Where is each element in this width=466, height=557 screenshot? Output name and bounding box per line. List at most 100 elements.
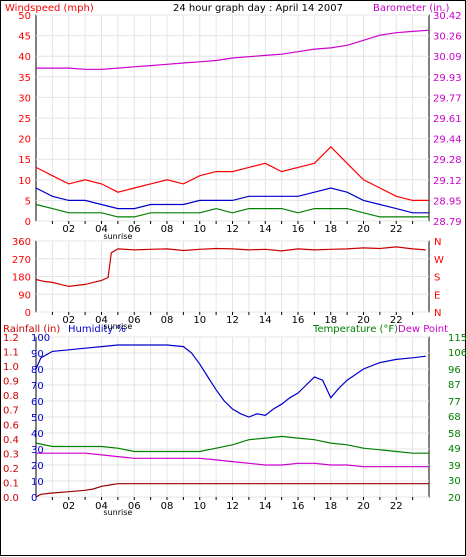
rainfall-axis-label: Rainfall (in) [3,324,60,335]
wind-tick-label: 50 [18,11,31,22]
barometer-tick-label: 30.09 [433,52,462,63]
hour-tick-label: 06 [128,224,141,235]
hour-tick-label: 06 [128,501,141,512]
barometer-tick-label: 28.95 [433,196,462,207]
hour-tick-label: 06 [128,315,141,326]
humidity-tick-label: 20 [31,461,44,472]
barometer-tick-label: 29.28 [433,155,462,166]
sunrise-label: sunrise [103,508,132,517]
hour-tick-label: 20 [357,501,370,512]
rain-tick-label: 0.2 [3,464,19,475]
hour-tick-label: 12 [226,501,239,512]
hour-tick-label: 22 [390,501,403,512]
hour-tick-label: 02 [62,501,75,512]
hum-series-line [35,344,426,418]
compass-tick-label: N [434,308,441,319]
humidity-tick-label: 30 [31,445,44,456]
wind-tick-label: 15 [18,155,31,166]
barometer-tick-label: 29.61 [433,114,462,125]
humidity-tick-label: 100 [31,333,50,344]
hour-tick-label: 04 [95,224,108,235]
humidity-axis-label: Humidity % [68,324,126,335]
hour-tick-label: 04 [95,501,108,512]
rain-tick-label: 0.1 [3,478,19,489]
hour-tick-label: 14 [259,224,272,235]
humidity-tick-label: 50 [31,413,44,424]
rain-tick-label: 0.3 [3,449,19,460]
dewpoint-axis-label: Dew Point [398,324,448,335]
hour-tick-label: 10 [193,315,206,326]
hour-tick-label: 16 [292,224,305,235]
temperature-tick-label: 68 [448,412,461,423]
hour-tick-label: 20 [357,315,370,326]
hour-tick-label: 16 [292,501,305,512]
barometer-tick-label: 29.12 [433,176,462,187]
hour-tick-label: 10 [193,224,206,235]
temperature-tick-label: 58 [448,429,461,440]
rain-series-line [35,483,429,498]
compass-tick-label: W [434,255,444,266]
baro-series-line [36,29,430,70]
compass-tick-label: S [434,273,440,284]
rain-tick-label: 0.4 [3,435,19,446]
hour-tick-label: 12 [226,315,239,326]
sunrise-label: sunrise [103,232,132,241]
dew-series-line [36,452,429,468]
rain-tick-label: 0.0 [3,493,19,504]
avg-series-line [35,187,429,214]
rain-tick-label: 1.2 [3,333,19,344]
hour-tick-label: 08 [161,315,174,326]
rain-tick-label: 1.1 [3,348,19,359]
temperature-tick-label: 106 [448,348,466,359]
barometer-axis-label: Barometer (in.) [373,3,449,14]
humidity-tick-label: 10 [31,477,44,488]
temp-series-line [35,435,429,454]
wind-direction-series-line [35,246,426,288]
rain-tick-label: 1.0 [3,362,19,373]
humidity-tick-label: 40 [31,429,44,440]
wind-tick-label: 40 [18,52,31,63]
hour-tick-label: 22 [390,224,403,235]
hour-tick-label: 12 [226,224,239,235]
humidity-tick-label: 60 [31,397,44,408]
barometer-tick-label: 29.93 [433,73,462,84]
barometer-tick-label: 30.42 [433,11,462,22]
hour-tick-label: 14 [259,315,272,326]
direction-tick-label: 90 [18,290,31,301]
humidity-tick-label: 90 [31,349,44,360]
wind-tick-label: 35 [18,73,31,84]
temperature-axis-label: Temperature (°F) [312,324,398,335]
hour-tick-label: 14 [259,501,272,512]
barometer-tick-label: 28.79 [433,217,462,228]
wind-tick-label: 25 [18,114,31,125]
hour-tick-label: 18 [324,315,337,326]
wind-tick-label: 10 [18,176,31,187]
barometer-tick-label: 29.77 [433,93,462,104]
sunrise-label: sunrise [103,322,132,331]
compass-tick-label: N [434,237,441,248]
rain-tick-label: 0.8 [3,391,19,402]
rain-tick-label: 0.7 [3,406,19,417]
hour-tick-label: 20 [357,224,370,235]
hour-tick-label: 02 [62,315,75,326]
wind-tick-label: 0 [25,217,31,228]
min-series-line [35,203,429,218]
rain-tick-label: 0.6 [3,420,19,431]
hour-tick-label: 02 [62,224,75,235]
rain-tick-label: 0.9 [3,377,19,388]
hour-tick-label: 10 [193,501,206,512]
temperature-tick-label: 77 [448,397,461,408]
wind-tick-label: 45 [18,32,31,43]
hour-tick-label: 16 [292,315,305,326]
hour-tick-label: 08 [161,224,174,235]
hour-tick-label: 04 [95,315,108,326]
humidity-tick-label: 70 [31,381,44,392]
temperature-tick-label: 96 [448,365,461,376]
temperature-tick-label: 49 [448,444,461,455]
direction-tick-label: 270 [12,255,31,266]
hour-tick-label: 22 [390,315,403,326]
humidity-tick-label: 80 [31,365,44,376]
barometer-tick-label: 29.44 [433,135,462,146]
